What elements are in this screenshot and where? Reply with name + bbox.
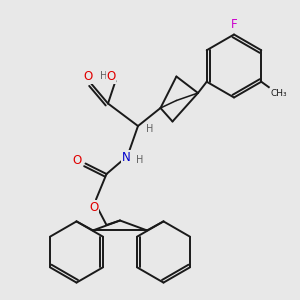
Text: F: F bbox=[231, 18, 237, 32]
Text: O: O bbox=[73, 154, 82, 167]
Text: H: H bbox=[146, 124, 154, 134]
Text: O: O bbox=[106, 70, 116, 83]
Text: O: O bbox=[89, 201, 98, 214]
Text: H: H bbox=[100, 70, 108, 81]
Text: O: O bbox=[83, 70, 92, 83]
Text: CH₃: CH₃ bbox=[270, 89, 287, 98]
Text: H: H bbox=[136, 154, 143, 165]
Text: N: N bbox=[122, 151, 130, 164]
